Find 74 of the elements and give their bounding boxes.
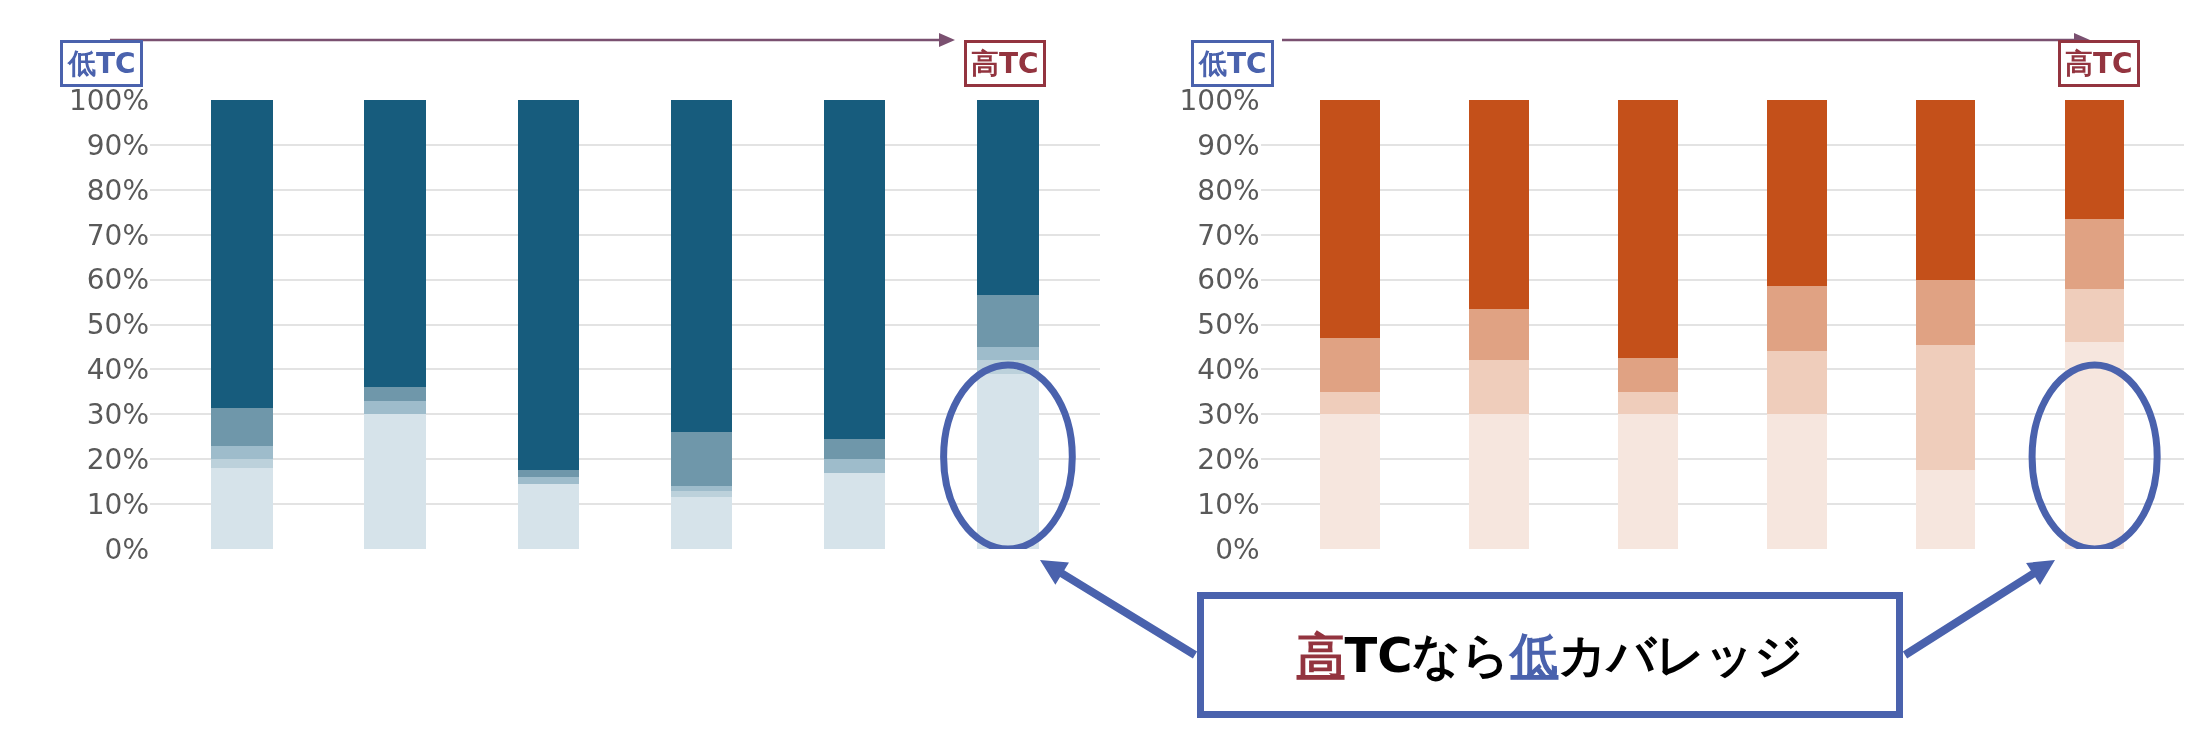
y-tick-label: 20% [86,443,149,476]
text: 高TCなら低カバレッジ [1296,627,1804,683]
y-tick-label: 0% [1215,532,1260,566]
y-tick-label: 100% [68,83,149,117]
bar [977,346,1039,361]
text: 高TC [2065,47,2133,80]
bar [517,470,579,478]
bar [670,497,733,549]
y-tick-label: 20% [1197,443,1260,476]
bar [1320,337,1380,392]
y-tick-label: 10% [1197,487,1260,521]
bar [1766,414,1827,549]
bar [211,459,273,469]
bar [517,100,579,471]
text: 高TC [971,47,1039,80]
bar [2064,218,2125,289]
y-tick-label: 60% [86,263,149,297]
bar [1320,100,1380,338]
bar [977,100,1039,296]
bar [824,439,886,460]
y-tick-label: 100% [1179,83,1260,117]
y-tick-label: 70% [1197,218,1260,252]
bar [1469,308,1529,361]
y-tick-label: 30% [1197,398,1260,432]
bar [2064,100,2125,219]
bar [517,483,579,549]
bar [1618,414,1678,549]
y-tick-label: 40% [1197,353,1260,387]
bar [1618,100,1678,359]
bar [1469,360,1529,415]
bar [670,486,733,491]
y-tick-label: 80% [86,173,149,207]
bar [1320,391,1380,415]
bar [1766,351,1827,415]
bar [1766,286,1827,352]
bar [1469,414,1529,549]
y-tick-label: 80% [1197,173,1260,207]
bar [824,100,886,439]
bar [1618,391,1678,415]
y-tick-label: 50% [1197,308,1260,342]
bar [1469,100,1529,309]
bar [2064,288,2125,343]
y-tick-label: 70% [86,218,149,252]
bar [670,100,733,433]
bar [670,432,733,487]
bar [364,387,426,401]
y-tick-label: 0% [104,532,149,566]
bar [824,459,886,473]
y-tick-label: 90% [86,128,149,162]
bar [1320,414,1380,549]
bar [211,100,273,408]
bar [517,477,579,484]
y-tick-label: 60% [1197,263,1260,297]
bar [364,100,426,388]
bar [1915,470,1976,549]
text: 低TC [67,47,136,80]
text: 低TC [1198,47,1267,80]
bar [211,445,273,460]
y-tick-label: 40% [86,353,149,387]
bar [1915,279,1976,345]
y-tick-label: 10% [86,487,149,521]
bar [1618,358,1678,392]
bar [211,468,273,549]
y-tick-label: 30% [86,398,149,432]
bar [1915,344,1976,471]
bar [1915,100,1976,280]
bar [824,472,886,549]
bar [1766,100,1827,287]
bar [977,295,1039,347]
bar [364,414,426,549]
bar [364,400,426,415]
bar [211,407,273,446]
y-tick-label: 90% [1197,128,1260,162]
y-tick-label: 50% [86,308,149,342]
